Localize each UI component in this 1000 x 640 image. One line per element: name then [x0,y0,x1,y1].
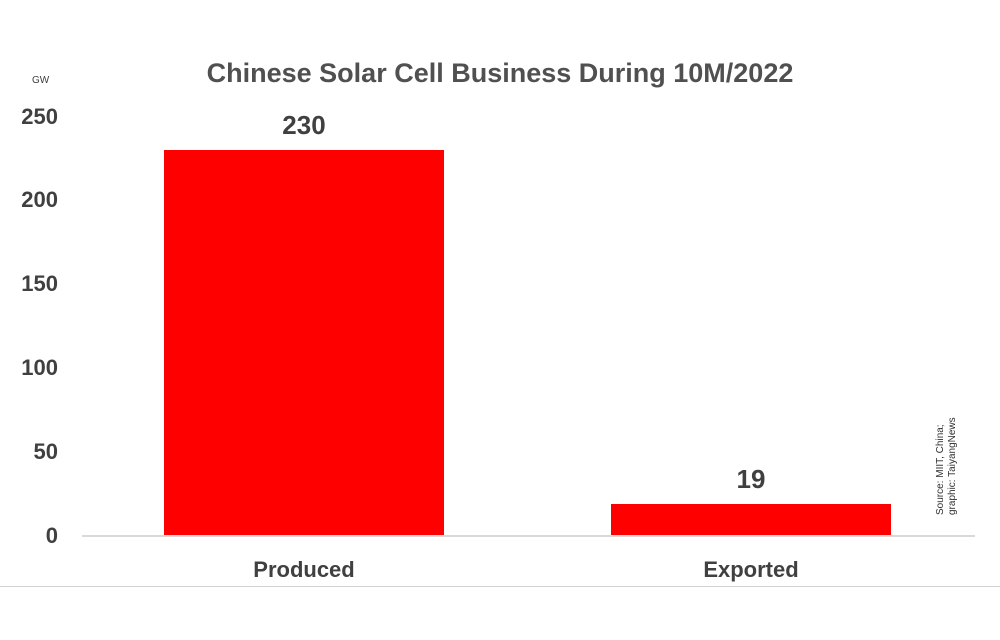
data-label-produced: 230 [282,110,326,140]
x-label-produced: Produced [253,557,355,582]
y-tick-100: 100 [21,355,58,380]
bar-produced [164,150,444,535]
y-tick-0: 0 [45,523,58,548]
x-axis-line [82,535,975,537]
y-tick-250: 250 [21,104,58,129]
bar-exported [611,504,891,535]
source-note: Source: MIIT, China; graphic: TaiyangNew… [935,417,958,515]
x-label-exported: Exported [703,557,799,582]
data-label-exported: 19 [736,464,766,494]
y-tick-50: 50 [33,439,58,464]
chart-title: Chinese Solar Cell Business During 10M/2… [206,58,794,88]
bottom-divider [0,586,1000,587]
y-tick-150: 150 [21,271,58,296]
y-tick-200: 200 [21,187,58,212]
y-axis-unit: GW [32,75,50,86]
